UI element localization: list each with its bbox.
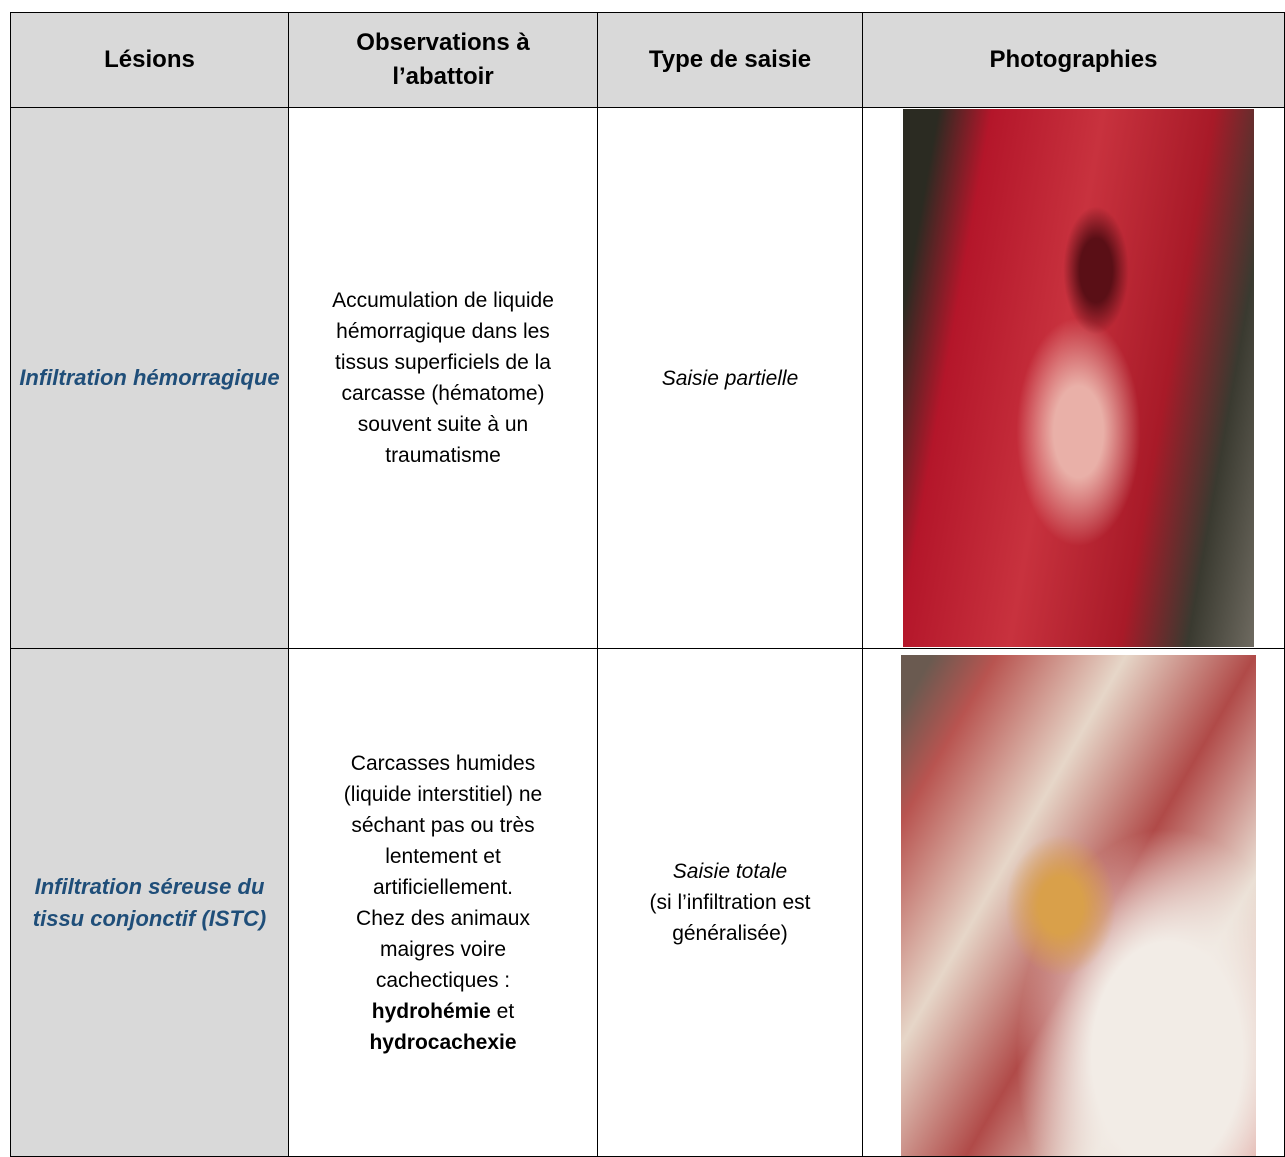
photo-cell <box>862 648 1285 1157</box>
header-cell: Type de saisie <box>597 12 863 108</box>
observations: Accumulation de liquide hémorragique dan… <box>288 107 598 649</box>
seizure-cell: Saisie partielle <box>597 107 863 649</box>
observation-bold: hydrocachexie <box>369 1030 517 1054</box>
lesion: Infiltration séreuse du tissu conjonctif… <box>10 648 289 1157</box>
header-cell: Lésions <box>10 12 289 108</box>
observations: Carcasses humides (liquide interstitiel)… <box>288 648 598 1157</box>
table-row: Infiltration séreuse du tissu conjonctif… <box>10 648 1285 1157</box>
table-row: Infiltration hémorragique Accumulation d… <box>10 107 1285 649</box>
photo <box>901 655 1256 1156</box>
seizure-type: Saisie partielle <box>661 366 799 390</box>
lesion-table: Lésions Observations à l’abattoir Type d… <box>10 12 1285 1157</box>
observation-text: Carcasses humides (liquide interstitiel)… <box>343 751 543 899</box>
photo <box>903 109 1254 647</box>
observation-text: et <box>496 999 515 1023</box>
header-cell: Observations à l’abattoir <box>288 12 598 108</box>
observation-text: Accumulation de liquide hémorragique dan… <box>332 289 554 467</box>
lesion: Infiltration hémorragique <box>10 107 289 649</box>
header-row: Lésions Observations à l’abattoir Type d… <box>10 12 1285 108</box>
seizure-type: Saisie totale <box>672 860 788 883</box>
observation-bold: hydrohémie <box>371 999 491 1023</box>
seizure-cell: Saisie totale (si l’infiltration est géné… <box>597 648 863 1157</box>
photo-cell <box>862 107 1285 649</box>
observation-text: Chez des animaux maigres voire cachectiq… <box>356 906 530 992</box>
seizure-note: (si l’infiltration est généralisée) <box>649 891 811 945</box>
header-cell: Photographies <box>862 12 1285 108</box>
